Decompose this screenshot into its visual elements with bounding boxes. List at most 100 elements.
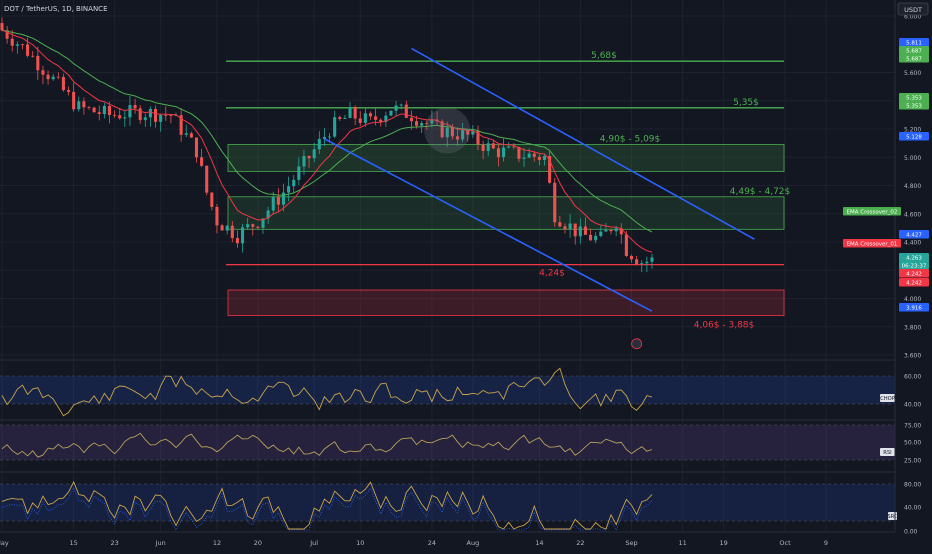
candle-body[interactable] xyxy=(517,146,521,159)
candle-body[interactable] xyxy=(548,156,552,183)
candle-body[interactable] xyxy=(532,153,536,157)
candle-body[interactable] xyxy=(328,136,332,138)
candle-body[interactable] xyxy=(363,113,367,123)
candle-body[interactable] xyxy=(640,263,644,265)
candles-layer[interactable] xyxy=(0,17,654,273)
candle-body[interactable] xyxy=(87,107,91,109)
candle-body[interactable] xyxy=(5,30,9,39)
candle-body[interactable] xyxy=(138,108,142,121)
candle-body[interactable] xyxy=(445,127,449,138)
candle-body[interactable] xyxy=(553,182,557,223)
candle-body[interactable] xyxy=(133,105,137,109)
candle-body[interactable] xyxy=(241,227,245,244)
channel-line[interactable] xyxy=(324,138,653,312)
candle-body[interactable] xyxy=(174,115,178,117)
candle-body[interactable] xyxy=(604,229,608,232)
candle-body[interactable] xyxy=(102,105,106,115)
candle-body[interactable] xyxy=(302,156,306,167)
channel-line[interactable] xyxy=(411,47,755,240)
candle-body[interactable] xyxy=(92,107,96,113)
candle-body[interactable] xyxy=(312,149,316,159)
candle-body[interactable] xyxy=(430,119,434,124)
channel-layer[interactable] xyxy=(324,47,755,350)
candle-body[interactable] xyxy=(502,147,506,158)
candle-body[interactable] xyxy=(542,156,547,160)
candle-body[interactable] xyxy=(297,166,301,180)
candle-body[interactable] xyxy=(629,256,634,260)
candle-body[interactable] xyxy=(179,115,183,135)
candle-body[interactable] xyxy=(159,114,163,122)
candle-body[interactable] xyxy=(358,118,362,123)
candle-body[interactable] xyxy=(154,108,158,122)
candle-body[interactable] xyxy=(10,38,14,46)
candle-body[interactable] xyxy=(281,192,286,205)
candle-body[interactable] xyxy=(225,225,229,231)
candle-body[interactable] xyxy=(307,156,311,159)
candle-body[interactable] xyxy=(15,44,19,46)
candle-body[interactable] xyxy=(619,228,623,235)
candle-body[interactable] xyxy=(143,117,147,121)
candle-body[interactable] xyxy=(512,146,516,148)
candle-body[interactable] xyxy=(276,196,280,205)
candle-body[interactable] xyxy=(522,157,526,159)
candle-body[interactable] xyxy=(420,123,424,126)
candle-body[interactable] xyxy=(594,235,598,241)
candle-body[interactable] xyxy=(66,90,71,92)
candle-body[interactable] xyxy=(609,229,613,232)
candle-body[interactable] xyxy=(200,157,204,166)
candle-body[interactable] xyxy=(261,218,265,228)
candle-body[interactable] xyxy=(235,238,239,244)
candle-body[interactable] xyxy=(97,112,101,115)
candle-body[interactable] xyxy=(415,121,419,126)
candle-body[interactable] xyxy=(583,226,587,235)
candle-body[interactable] xyxy=(645,261,649,264)
candle-body[interactable] xyxy=(266,210,270,219)
candle-body[interactable] xyxy=(440,121,444,138)
candle-body[interactable] xyxy=(189,133,193,138)
candle-body[interactable] xyxy=(650,257,654,262)
candle-body[interactable] xyxy=(481,144,485,151)
candle-body[interactable] xyxy=(26,44,30,56)
candle-body[interactable] xyxy=(20,44,25,46)
candle-body[interactable] xyxy=(128,105,132,118)
candle-body[interactable] xyxy=(51,76,55,80)
candle-body[interactable] xyxy=(322,137,326,139)
candle-body[interactable] xyxy=(184,133,188,135)
candle-body[interactable] xyxy=(537,156,541,160)
candle-body[interactable] xyxy=(624,234,628,257)
candle-body[interactable] xyxy=(246,224,250,228)
candle-body[interactable] xyxy=(389,110,393,116)
candle-body[interactable] xyxy=(205,165,209,193)
candle-body[interactable] xyxy=(348,107,352,118)
candle-body[interactable] xyxy=(123,117,127,119)
candle-body[interactable] xyxy=(404,104,408,118)
candle-body[interactable] xyxy=(461,129,465,140)
candle-body[interactable] xyxy=(374,116,378,120)
candle-body[interactable] xyxy=(215,206,219,226)
candle-body[interactable] xyxy=(118,115,122,119)
candle-body[interactable] xyxy=(292,179,296,187)
candle-body[interactable] xyxy=(41,70,45,75)
candle-body[interactable] xyxy=(399,104,403,106)
candle-body[interactable] xyxy=(107,105,112,115)
candle-body[interactable] xyxy=(220,225,224,231)
candle-body[interactable] xyxy=(148,108,152,118)
candle-body[interactable] xyxy=(568,223,572,230)
candle-body[interactable] xyxy=(450,127,454,137)
candle-body[interactable] xyxy=(486,143,490,151)
candle-body[interactable] xyxy=(287,186,291,193)
candle-body[interactable] xyxy=(599,231,603,236)
candle-body[interactable] xyxy=(496,148,500,158)
candle-body[interactable] xyxy=(56,76,60,78)
candle-body[interactable] xyxy=(384,115,388,122)
candle-body[interactable] xyxy=(36,55,40,71)
candle-body[interactable] xyxy=(271,196,275,211)
candle-body[interactable] xyxy=(578,226,582,237)
candle-body[interactable] xyxy=(425,123,429,124)
candle-body[interactable] xyxy=(563,226,567,230)
candle-body[interactable] xyxy=(72,91,76,110)
candle-body[interactable] xyxy=(251,224,255,227)
candle-body[interactable] xyxy=(317,138,321,150)
candle-body[interactable] xyxy=(333,117,337,137)
